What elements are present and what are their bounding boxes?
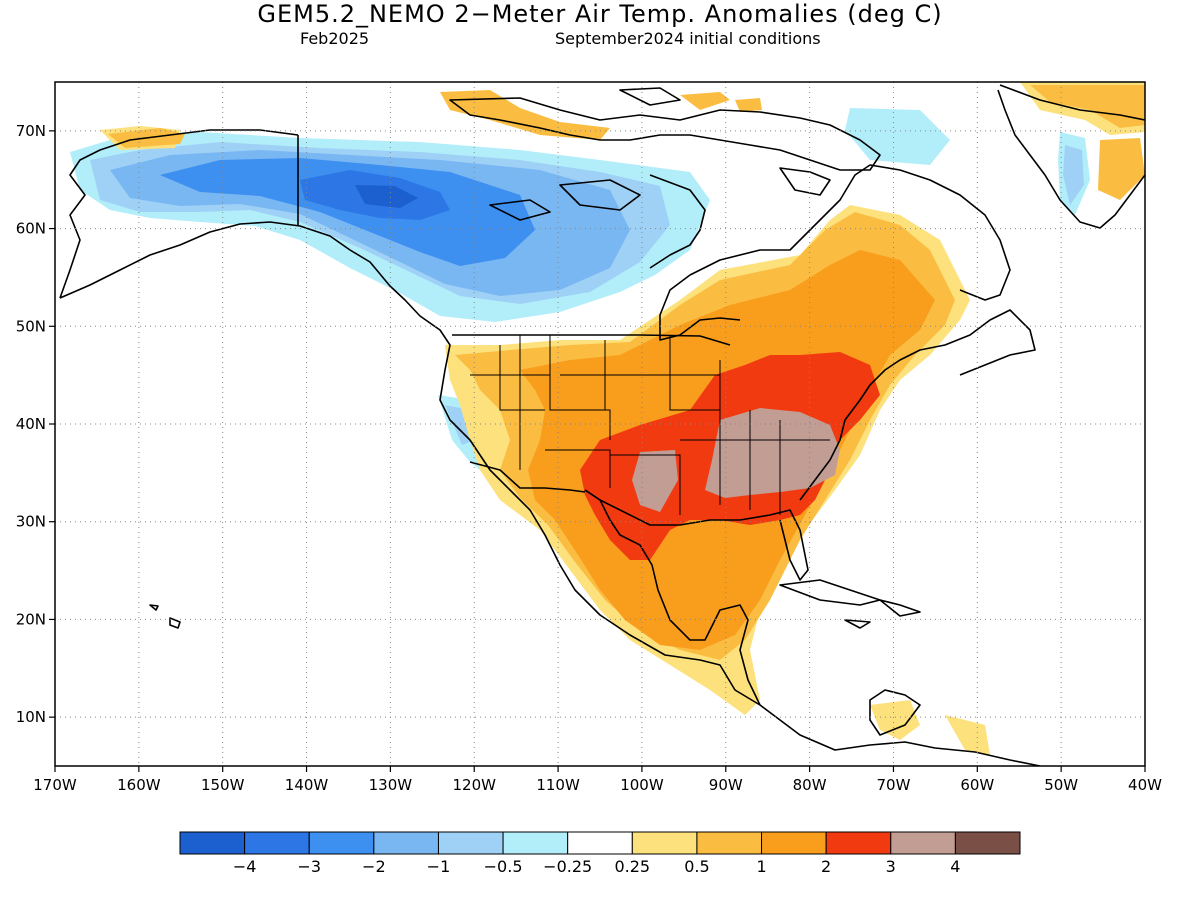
legend-label: −2 [362, 857, 386, 876]
legend-swatch [502, 831, 569, 855]
legend-swatch [954, 831, 1021, 855]
legend-swatch [696, 831, 763, 855]
legend-swatch [308, 831, 375, 855]
lon-label: 60W [960, 776, 994, 794]
legend-label: 0.5 [684, 857, 709, 876]
lon-label: 140W [285, 776, 329, 794]
legend-swatch [437, 831, 504, 855]
legend-label: 3 [886, 857, 896, 876]
legend-label: −1 [427, 857, 451, 876]
legend-swatch [761, 831, 827, 855]
lat-label: 50N [16, 317, 46, 335]
lon-label: 120W [452, 776, 496, 794]
lat-label: 30N [16, 513, 46, 531]
lon-label: 160W [117, 776, 161, 794]
lon-label: 50W [1044, 776, 1078, 794]
lat-label: 10N [16, 708, 46, 726]
latitude-axis: 70N 60N 50N 40N 30N 20N 10N [16, 122, 55, 726]
lon-label: 80W [793, 776, 827, 794]
lon-label: 90W [709, 776, 743, 794]
valid-month: Feb2025 [300, 29, 370, 48]
map-title: GEM5.2_NEMO 2−Meter Air Temp. Anomalies … [257, 0, 943, 28]
legend-swatch [631, 831, 698, 855]
lon-label: 170W [33, 776, 77, 794]
init-conditions: September2024 initial conditions [555, 29, 821, 48]
legend-label: 0.25 [614, 857, 650, 876]
coastlines [59, 84, 1145, 766]
lon-label: 150W [201, 776, 245, 794]
lon-label: 110W [536, 776, 580, 794]
legend-label: −0.25 [543, 857, 592, 876]
color-legend: −4 −3 −2 −1 −0.5 −0.25 0.25 0.5 1 2 3 4 [179, 831, 1021, 876]
legend-swatch [373, 831, 439, 855]
lon-label: 130W [369, 776, 413, 794]
lat-label: 40N [16, 415, 46, 433]
legend-swatch [825, 831, 892, 855]
lat-label: 20N [16, 610, 46, 628]
legend-swatch [890, 831, 956, 855]
legend-swatch [244, 831, 310, 855]
cold-anomaly-fields [70, 108, 1090, 478]
lon-label: 100W [620, 776, 664, 794]
warm-anomaly-fields [100, 82, 1145, 755]
legend-label: −4 [233, 857, 257, 876]
legend-label: 2 [821, 857, 831, 876]
legend-label: 4 [950, 857, 960, 876]
legend-label: −3 [297, 857, 321, 876]
state-borders [470, 335, 830, 515]
lat-label: 60N [16, 220, 46, 238]
legend-swatch [179, 831, 246, 855]
legend-label: 1 [756, 857, 766, 876]
lon-label: 70W [877, 776, 911, 794]
legend-swatch [567, 831, 633, 855]
longitude-axis: 170W 160W 150W 140W 130W 120W 110W 100W 90W 80W 70… [33, 766, 1162, 794]
lat-label: 70N [16, 122, 46, 140]
graticule [55, 82, 1145, 766]
lon-label: 40W [1128, 776, 1162, 794]
legend-label: −0.5 [484, 857, 523, 876]
